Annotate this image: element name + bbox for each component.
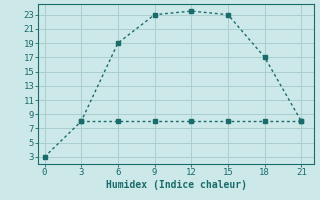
X-axis label: Humidex (Indice chaleur): Humidex (Indice chaleur) <box>106 180 246 190</box>
